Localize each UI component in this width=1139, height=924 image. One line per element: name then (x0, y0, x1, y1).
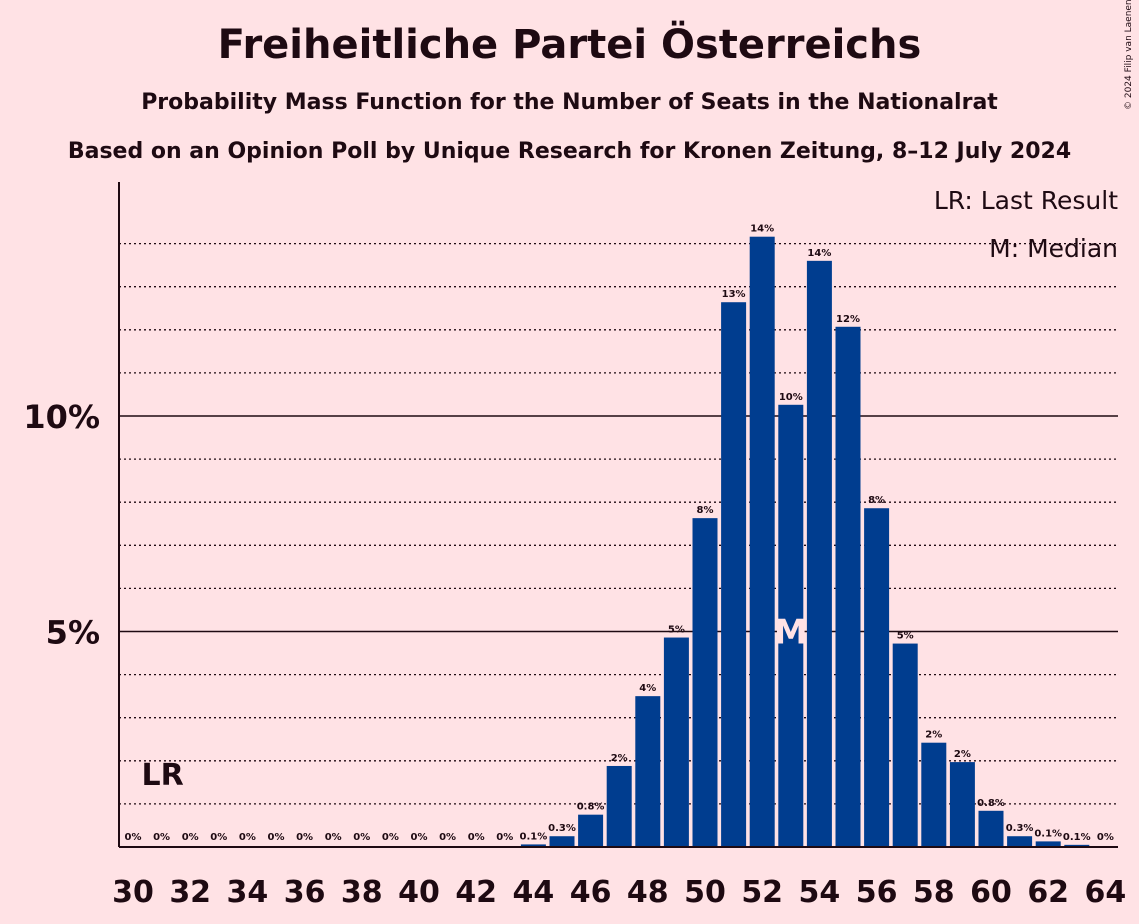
chart-title: Freiheitliche Partei Österreichs (217, 22, 922, 68)
bar (835, 326, 861, 848)
data-label: 0% (296, 832, 313, 843)
data-label: 0% (468, 832, 485, 843)
data-labels: 0% 0% 0% 0% 0% 0% 0% 0% 0% 0% 0% 0% 0% 0% 0.1%0.3%0.8%… (125, 224, 1114, 843)
bar (520, 844, 546, 847)
data-label: 0% (496, 832, 513, 843)
data-label: 10% (779, 392, 803, 403)
x-tick-label: 40 (398, 875, 440, 910)
x-tick-label: 32 (169, 875, 211, 910)
data-label: 5% (668, 625, 685, 636)
data-label: 5% (897, 631, 914, 642)
data-label: 0% (182, 832, 199, 843)
data-label: 0% (325, 832, 342, 843)
data-label: 0% (125, 832, 142, 843)
bar (1064, 844, 1090, 847)
legend-last-result: LR: Last Result (934, 186, 1118, 215)
last-result-marker: LR (141, 758, 183, 793)
data-label: 8% (868, 495, 885, 506)
data-label: 0.3% (548, 823, 576, 834)
data-label: 0% (439, 832, 456, 843)
bar (806, 260, 832, 848)
x-tick-label: 30 (112, 875, 154, 910)
median-marker: M (774, 613, 808, 653)
chart-source: Based on an Opinion Poll by Unique Resea… (67, 139, 1072, 164)
data-label: 13% (722, 289, 746, 300)
bar (778, 404, 804, 847)
data-label: 0.3% (1006, 823, 1034, 834)
x-tick-label: 52 (741, 875, 783, 910)
x-tick-label: 64 (1085, 875, 1127, 910)
bar (978, 810, 1004, 847)
bar (635, 696, 661, 847)
bar (578, 814, 604, 847)
data-label: 0% (239, 832, 256, 843)
bars (520, 236, 1090, 848)
data-label: 0.1% (1063, 832, 1091, 843)
bar (749, 236, 775, 848)
x-tick-label: 34 (227, 875, 269, 910)
data-label: 4% (639, 683, 656, 694)
grid-lines (119, 242, 1118, 805)
data-label: 14% (750, 224, 774, 235)
data-label: 0.1% (520, 831, 548, 842)
x-tick-label: 56 (856, 875, 898, 910)
bar (606, 765, 632, 847)
x-tick-label: 60 (970, 875, 1012, 910)
data-label: 8% (697, 505, 714, 516)
x-tick-label: 50 (684, 875, 726, 910)
data-label: 12% (836, 314, 860, 325)
data-label: 0% (268, 832, 285, 843)
bar (864, 508, 890, 847)
bar (1007, 836, 1033, 847)
chart-subtitle: Probability Mass Function for the Number… (141, 90, 998, 115)
x-tick-label: 62 (1027, 875, 1069, 910)
data-label: 0.1% (1034, 828, 1062, 839)
data-label: 0.8% (577, 802, 605, 813)
data-label: 0% (382, 832, 399, 843)
y-tick-label: 5% (46, 614, 100, 652)
x-tick-label: 38 (341, 875, 383, 910)
data-label: 2% (954, 749, 971, 760)
bar (921, 742, 947, 847)
x-tick-label: 46 (570, 875, 612, 910)
data-label: 0.8% (977, 798, 1005, 809)
data-label: 2% (611, 753, 628, 764)
data-label: 0% (411, 832, 428, 843)
x-tick-label: 58 (913, 875, 955, 910)
data-label: 0% (210, 832, 227, 843)
bar (892, 643, 918, 847)
data-label: 0% (353, 832, 370, 843)
x-tick-label: 42 (455, 875, 497, 910)
y-tick-label: 10% (23, 398, 100, 436)
bar (949, 762, 975, 847)
x-tick-label: 36 (284, 875, 326, 910)
data-label: 14% (807, 248, 831, 259)
legend-median: M: Median (989, 234, 1118, 263)
bar (549, 836, 575, 847)
bar (663, 637, 689, 847)
data-label: 0% (153, 832, 170, 843)
x-tick-label: 54 (799, 875, 841, 910)
data-label: 0% (1097, 832, 1114, 843)
x-tick-label: 48 (627, 875, 669, 910)
bar (721, 302, 747, 847)
axes: 5% 10% 30 32 34 36 38 40 42 44 46 48 50 52 54 56 58 60 62 6… (23, 182, 1126, 910)
bar (692, 518, 718, 847)
bar (1035, 841, 1061, 847)
data-label: 2% (925, 730, 942, 741)
x-tick-label: 44 (513, 875, 555, 910)
